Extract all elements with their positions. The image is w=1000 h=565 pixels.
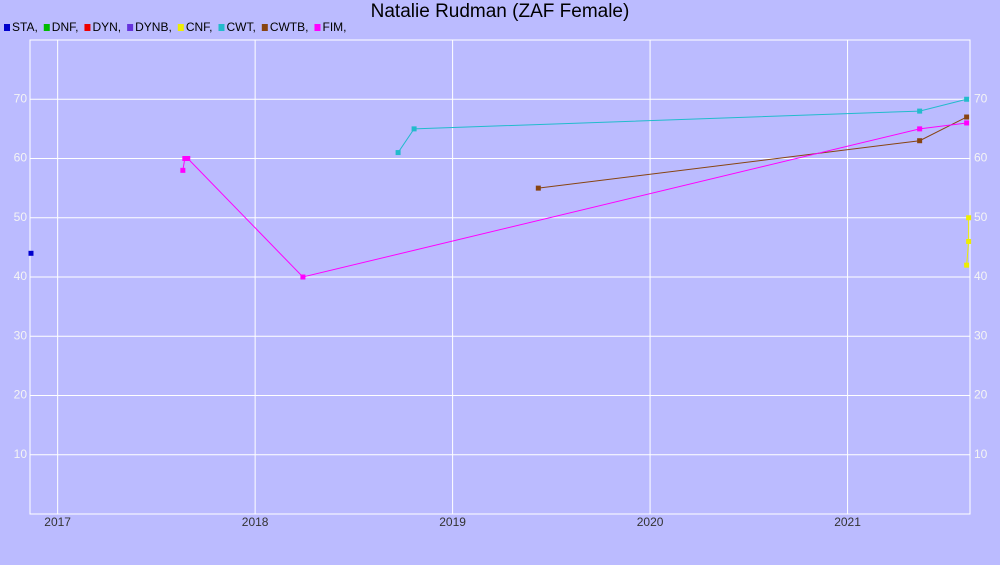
y-tick-label: 30 (14, 328, 28, 342)
y2-tick-label: 70 (974, 91, 988, 105)
data-point (411, 126, 417, 132)
y2-tick-label: 60 (974, 151, 988, 165)
chart-title: Natalie Rudman (ZAF Female) (371, 1, 630, 22)
data-point (964, 96, 970, 102)
data-point (182, 156, 188, 161)
legend-swatch (218, 24, 225, 31)
data-point (28, 250, 34, 256)
data-point (964, 114, 970, 120)
legend-swatch (177, 24, 184, 31)
y-tick-label: 70 (14, 91, 28, 105)
legend-swatch (127, 24, 134, 31)
x-tick-label: 2021 (834, 515, 861, 529)
legend-swatch (261, 24, 268, 31)
legend-label: DNF, (52, 20, 79, 34)
legend-swatch (84, 24, 91, 31)
y-tick-label: 50 (14, 210, 28, 224)
x-tick-label: 2017 (44, 515, 71, 529)
y2-tick-label: 40 (974, 269, 988, 283)
legend-label: CWTB, (270, 20, 309, 34)
legend-label: CNF, (186, 20, 213, 34)
data-point (966, 215, 972, 221)
data-point (300, 274, 306, 280)
data-point (395, 150, 401, 156)
y-tick-label: 40 (14, 269, 28, 283)
y-tick-label: 60 (14, 151, 28, 165)
data-point (917, 138, 923, 144)
y2-tick-label: 30 (974, 328, 988, 342)
data-point (917, 108, 923, 114)
y-tick-label: 10 (14, 447, 28, 461)
data-point (966, 238, 972, 244)
x-tick-label: 2020 (637, 515, 664, 529)
y-tick-label: 20 (14, 388, 28, 402)
y2-tick-label: 50 (974, 210, 988, 224)
y2-tick-label: 20 (974, 388, 988, 402)
legend-label: CWT, (226, 20, 255, 34)
data-point (185, 156, 191, 161)
legend-label: DYN, (92, 20, 121, 34)
legend-swatch (314, 24, 321, 31)
data-point (180, 167, 186, 173)
y2-tick-label: 10 (974, 447, 988, 461)
series-line (397, 98, 967, 153)
legend-label: DYNB, (135, 20, 172, 34)
data-point (964, 120, 970, 126)
x-tick-label: 2018 (242, 515, 269, 529)
legend-label: FIM, (322, 20, 346, 34)
legend-swatch (4, 24, 10, 31)
x-tick-label: 2019 (439, 515, 466, 529)
legend-swatch (43, 24, 50, 31)
data-point (535, 185, 541, 191)
legend-label: STA, (12, 20, 38, 34)
data-point (964, 262, 970, 268)
data-point (917, 126, 923, 132)
